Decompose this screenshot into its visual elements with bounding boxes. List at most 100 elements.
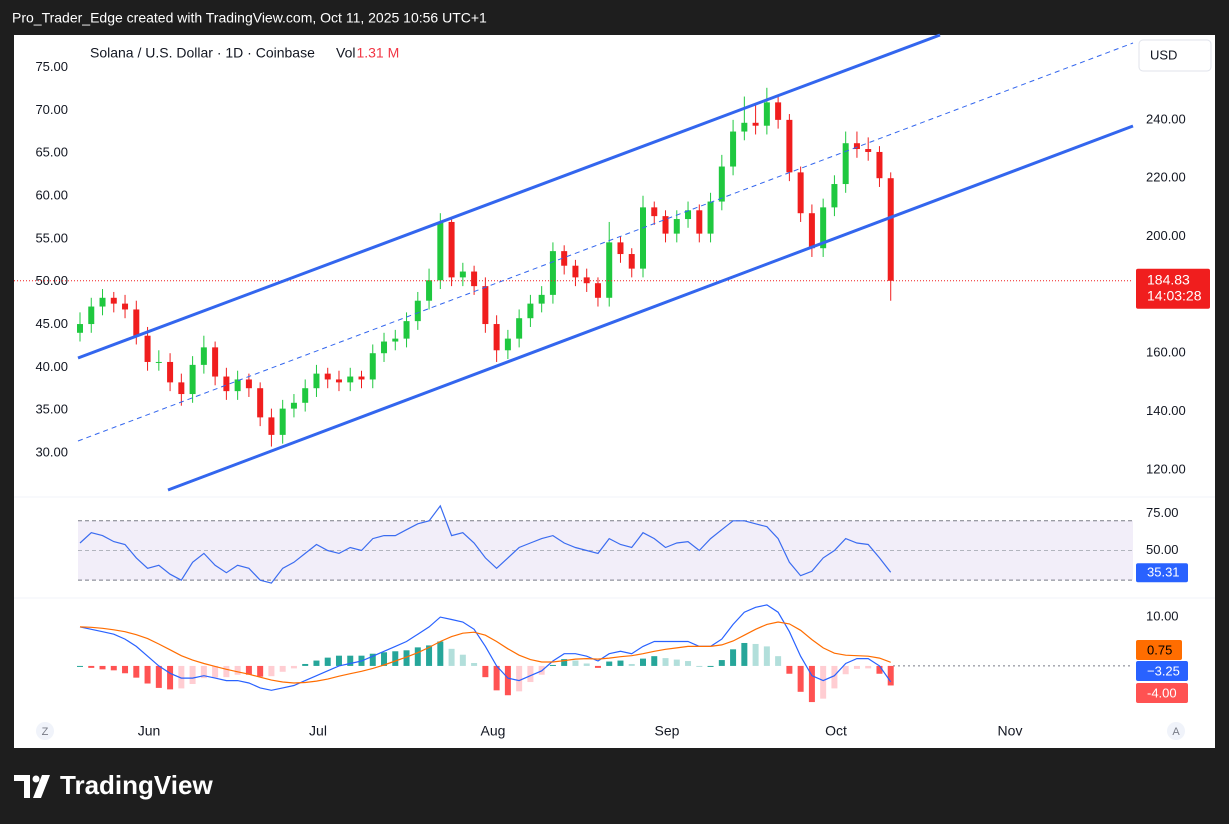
rsi-badge: [1136, 563, 1188, 583]
left-tick-label: 60.00: [35, 188, 68, 203]
macd-histogram-bar: [471, 663, 478, 666]
legend-title: Solana / U.S. Dollar · 1D · Coinbase: [90, 45, 315, 61]
candle-body: [561, 251, 568, 266]
macd-histogram-bar: [144, 665, 151, 684]
candle-body: [358, 376, 365, 380]
macd-histogram-bar: [876, 665, 883, 674]
macd-histogram-bar: [268, 665, 275, 677]
y-tick-label: 160.00: [1146, 345, 1186, 360]
macd-histogram-bar: [448, 648, 455, 666]
x-tick-label: Jun: [138, 723, 161, 739]
candle-body: [133, 309, 140, 336]
candle-body: [110, 297, 117, 304]
volume-title: Vol: [336, 45, 355, 61]
macd-histogram-bar: [234, 665, 241, 675]
macd-histogram-bar: [718, 660, 725, 666]
macd-histogram-bar: [696, 665, 703, 667]
macd-histogram-bar: [763, 646, 770, 666]
macd-histogram-bar: [707, 665, 714, 667]
macd-badge-value: 0.75: [1147, 642, 1172, 657]
candle-body: [527, 303, 534, 319]
rsi-tick-label: 50.00: [1146, 542, 1179, 557]
candle-body: [786, 119, 793, 173]
zoom-button[interactable]: [36, 722, 54, 740]
macd-histogram-bar: [493, 665, 500, 691]
candle-body: [77, 324, 83, 333]
candle-body: [482, 286, 489, 325]
macd-histogram-bar: [212, 665, 219, 678]
candle-body: [459, 271, 466, 278]
macd-badge: [1136, 640, 1182, 660]
candle-body: [189, 364, 196, 395]
candle-body: [583, 277, 590, 284]
candle-body: [797, 172, 804, 214]
macd-histogram-bar: [887, 665, 894, 686]
macd-histogram-bar: [403, 650, 410, 666]
x-tick-label: Sep: [655, 723, 680, 739]
candle-body: [403, 321, 410, 339]
candle-body: [831, 184, 838, 208]
candle-body: [504, 338, 511, 351]
candle-body: [549, 251, 556, 295]
macd-histogram-bar: [572, 660, 579, 666]
currency[interactable]: USD: [1150, 47, 1177, 62]
candle-body: [257, 388, 264, 418]
macd-histogram-bar: [786, 665, 793, 674]
macd-histogram-bar: [617, 660, 624, 666]
macd-histogram-bar: [302, 663, 309, 666]
candle-body: [718, 166, 725, 202]
macd-histogram-bar: [651, 656, 658, 666]
candle-body: [538, 294, 545, 304]
macd-histogram-bar: [335, 655, 342, 666]
candle-body: [335, 379, 342, 383]
candle-body: [876, 151, 883, 179]
currency-button[interactable]: [1138, 39, 1212, 72]
macd-histogram-bar: [392, 651, 399, 666]
y-tick-label: 200.00: [1146, 228, 1186, 243]
macd-histogram-bar: [561, 659, 568, 666]
zoom-label[interactable]: Z: [42, 726, 49, 738]
chart: 120.00140.00160.00180.00200.00220.00240.…: [14, 59, 1215, 739]
candle-body: [651, 207, 658, 217]
macd-histogram-bar: [313, 660, 320, 666]
macd-histogram-bar: [583, 663, 590, 666]
left-tick-label: 65.00: [35, 145, 68, 160]
macd-histogram-bar: [842, 665, 849, 675]
macd-histogram-bar: [122, 665, 129, 674]
macd-histogram-bar: [482, 665, 489, 678]
macd-histogram-bar: [324, 657, 331, 666]
candle-body: [673, 219, 680, 234]
macd-histogram-bar: [673, 659, 680, 666]
auto-button[interactable]: [1167, 722, 1185, 740]
macd-histogram-bar: [594, 665, 601, 668]
macd-histogram-bar: [831, 665, 838, 689]
candle-body: [707, 201, 714, 234]
channel-mid: [77, 42, 1134, 442]
macd-histogram-bar: [527, 665, 534, 683]
x-tick-label: Aug: [481, 723, 506, 739]
macd-histogram-bar: [133, 665, 140, 678]
candle-body: [865, 149, 872, 152]
y-tick-label: 220.00: [1146, 170, 1186, 185]
chart-area: [14, 35, 1215, 748]
auto-label[interactable]: A: [1172, 726, 1180, 738]
channel-upper: [77, 33, 941, 360]
candle-body: [223, 376, 230, 392]
candle-body: [302, 388, 309, 403]
macd-histogram-bar: [741, 642, 748, 666]
candle-body: [617, 242, 624, 255]
y-tick-label: 120.00: [1146, 461, 1186, 476]
macd-histogram-bar: [685, 661, 692, 666]
price-badge: [1136, 268, 1210, 309]
macd-tick-label: 10.00: [1146, 609, 1179, 624]
macd-histogram-bar: [549, 664, 556, 666]
candle-body: [392, 338, 399, 342]
candle-body: [606, 242, 613, 298]
left-tick-label: 70.00: [35, 102, 68, 117]
candle-body: [775, 102, 782, 120]
candle-body: [381, 341, 388, 354]
macd-histogram-bar: [155, 665, 162, 688]
macd-histogram-bar: [88, 665, 95, 668]
macd-histogram-bar: [606, 661, 613, 666]
